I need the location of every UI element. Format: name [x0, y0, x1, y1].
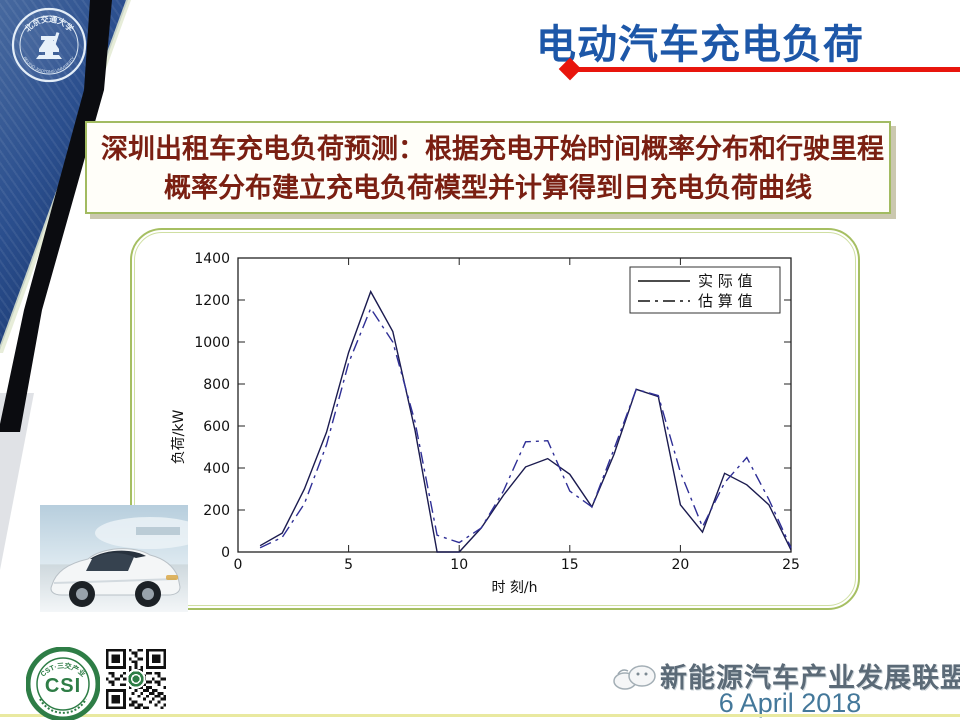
y-tick-label: 1200 — [194, 293, 230, 309]
x-tick-label: 0 — [234, 557, 243, 573]
csi-logo-icon: CST·三交产业 CSI — [25, 646, 101, 720]
chart-panel-border: 0 5 10 15 20 25 0 200 400 600 800 1000 1200 1400 时 刻/h… — [134, 232, 856, 606]
alliance-name: 新能源汽车产业发展联盟 — [660, 663, 960, 693]
y-tick-label: 0 — [221, 545, 230, 561]
university-emblem-icon: 北京交通大学 BEIJING JIAOTONG UNIVERSITY — [11, 7, 87, 83]
x-tick-label: 5 — [344, 557, 353, 573]
car-image — [40, 505, 205, 612]
description-line-1: 深圳出租车充电负荷预测：根据充电开始时间概率分布和行驶里程 — [101, 134, 884, 164]
csi-center-text: CSI — [45, 675, 81, 697]
y-tick-label: 1000 — [194, 335, 230, 351]
title-underline — [558, 57, 960, 81]
description-box: 深圳出租车充电负荷预测：根据充电开始时间概率分布和行驶里程 概率分布建立充电负荷… — [85, 121, 891, 214]
y-tick-label: 400 — [203, 461, 230, 477]
series-line-1 — [259, 289, 792, 553]
alliance-row: 新能源汽车产业发展联盟 — [612, 656, 960, 694]
y-axis-label: 负荷/kW — [171, 410, 187, 465]
slide-date: 6 April 2018 — [718, 688, 862, 718]
x-axis-label: 时 刻/h — [491, 580, 537, 596]
emblem-anvil-glyph — [36, 32, 62, 59]
y-tick-label: 200 — [203, 503, 230, 519]
university-logo: 北京交通大学 BEIJING JIAOTONG UNIVERSITY — [10, 6, 88, 84]
x-tick-label: 25 — [782, 557, 800, 573]
x-tick-label: 20 — [671, 557, 689, 573]
x-tick-label: 10 — [450, 557, 468, 573]
legend-label-2: 估 算 值 — [698, 292, 753, 310]
y-tick-label: 800 — [203, 377, 230, 393]
description-line-2: 概率分布建立充电负荷模型并计算得到日充电负荷曲线 — [164, 173, 812, 203]
y-tick-label: 600 — [203, 419, 230, 435]
y-tick-label: 1400 — [194, 251, 230, 267]
series-line-2 — [259, 306, 792, 549]
bottom-accent-line — [0, 714, 960, 717]
alliance-logo-icon — [612, 662, 658, 692]
qr-code — [103, 646, 169, 712]
car-illustration — [40, 505, 205, 612]
qr-code-image — [103, 646, 169, 712]
page-title: 电动汽车充电负荷 — [536, 23, 864, 67]
legend-label-1: 实 际 值 — [698, 272, 753, 290]
legend-box — [629, 266, 781, 314]
load-curve-chart: 0 5 10 15 20 25 0 200 400 600 800 1000 1200 1400 时 刻/h… — [171, 251, 800, 596]
chart-panel: 0 5 10 15 20 25 0 200 400 600 800 1000 1200 1400 时 刻/h… — [130, 228, 860, 610]
x-tick-label: 15 — [561, 557, 579, 573]
csi-logo: CST·三交产业 CSI — [25, 646, 101, 720]
